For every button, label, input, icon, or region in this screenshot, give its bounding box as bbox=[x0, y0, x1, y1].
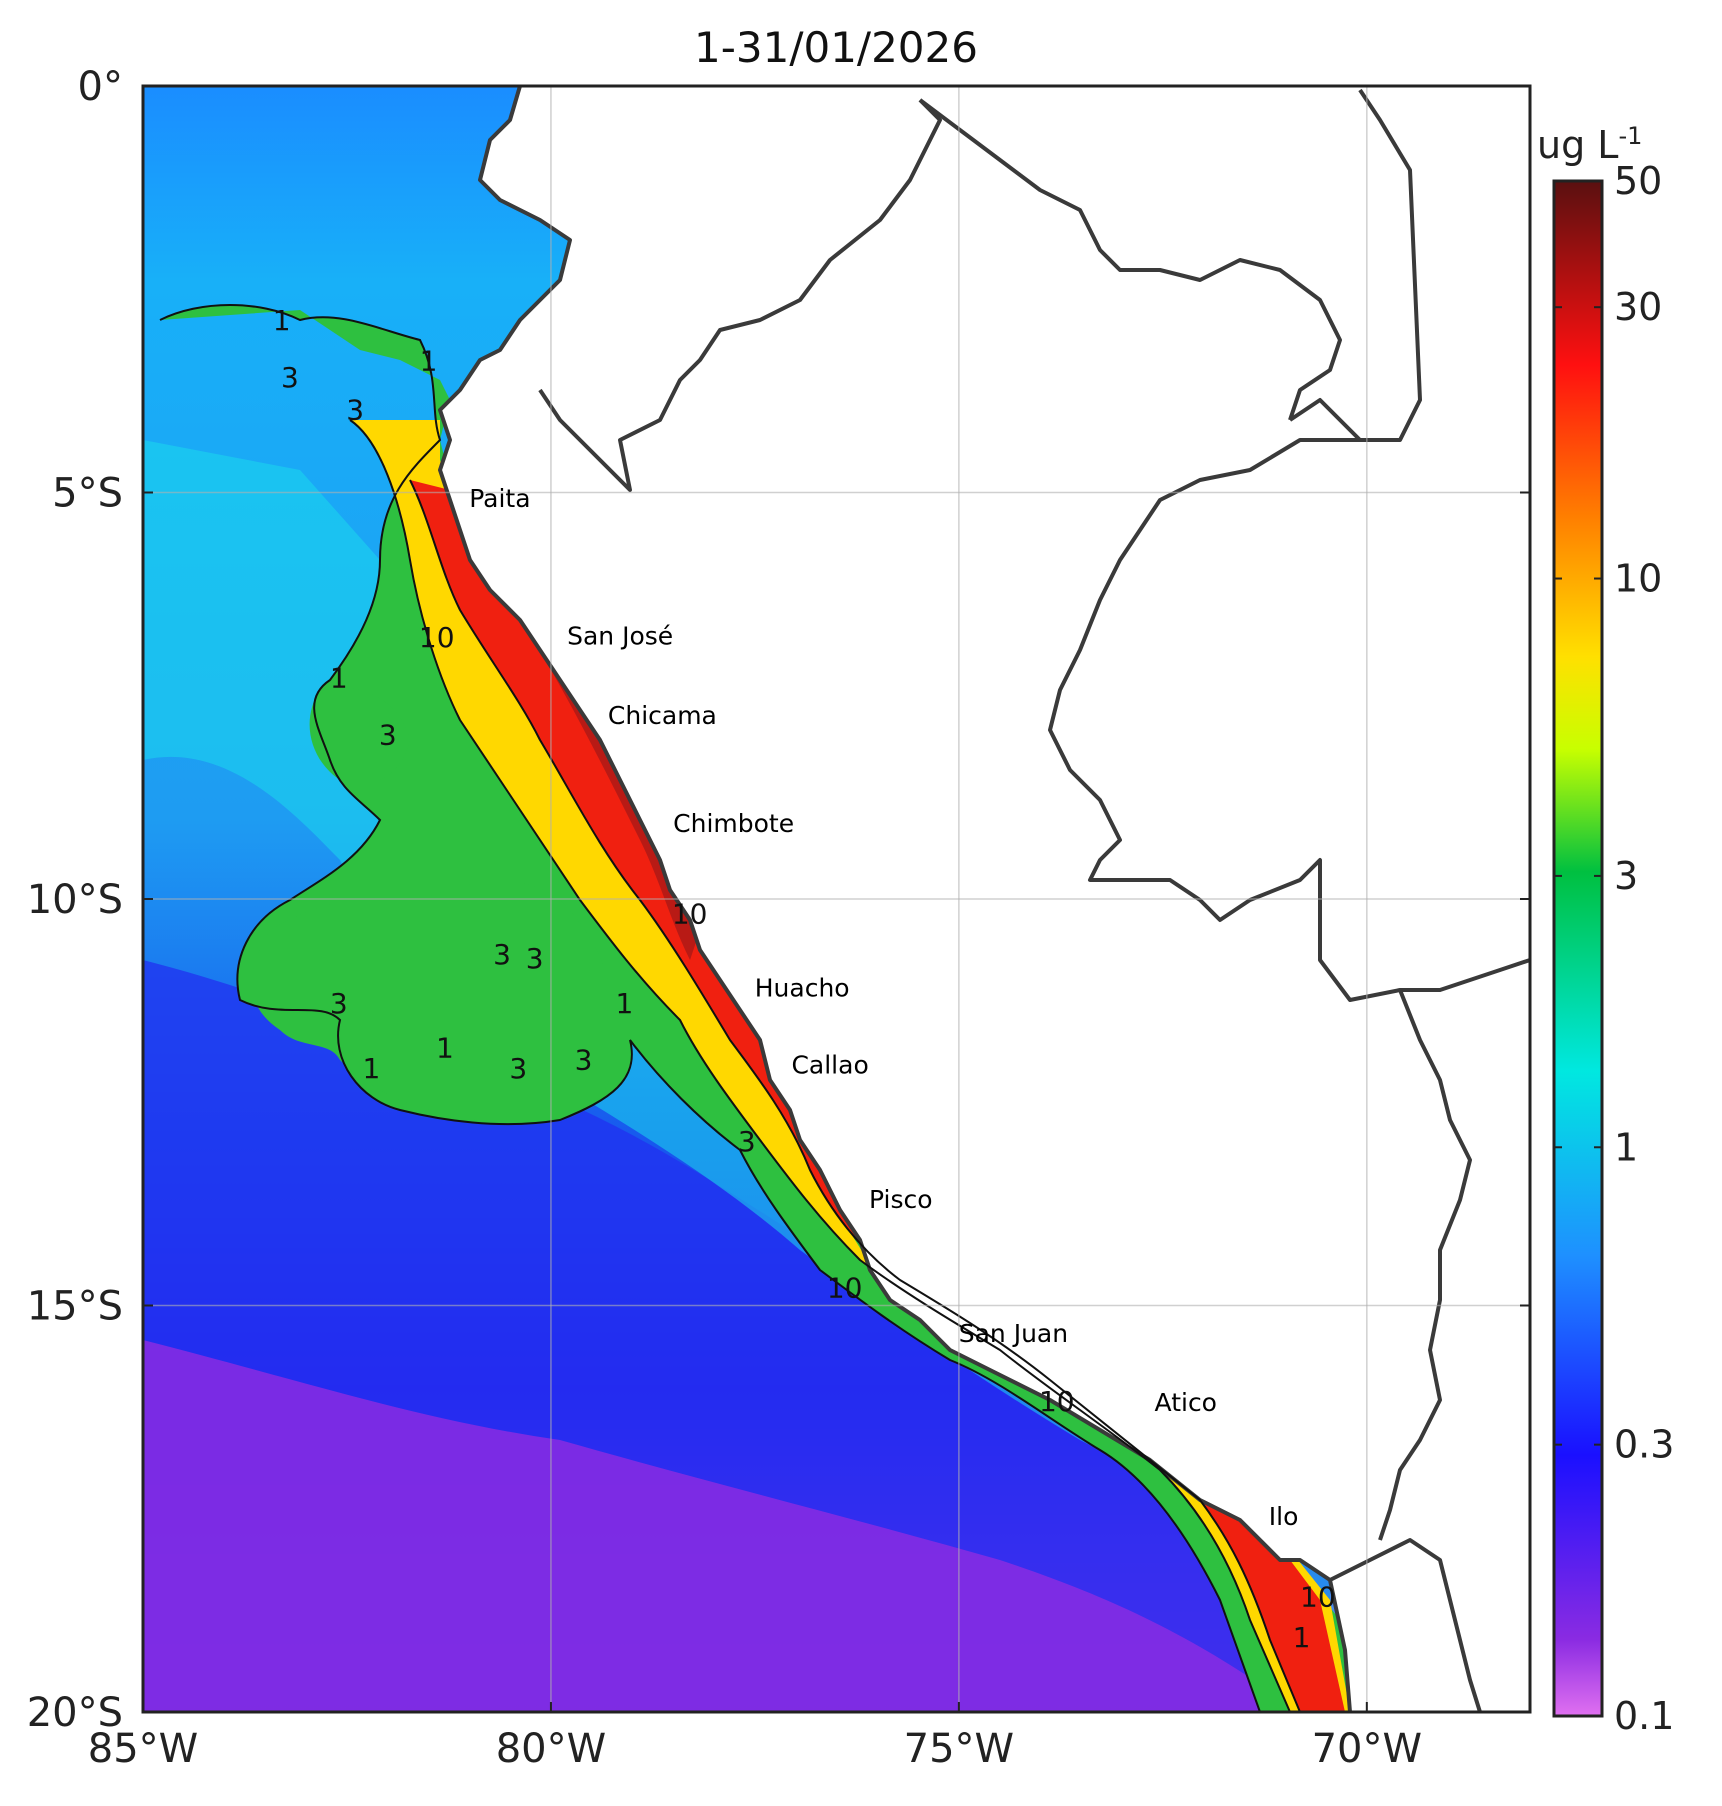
border-ecuador-peru bbox=[538, 98, 942, 492]
colorbar-tick-label-2: 10 bbox=[1614, 557, 1662, 601]
lat-tick-label-4: 20°S bbox=[27, 1690, 123, 1736]
contour-label-15: 3 bbox=[575, 1044, 593, 1077]
city-label-chimbote: Chimbote bbox=[673, 809, 794, 838]
contour-label-14: 3 bbox=[509, 1052, 527, 1085]
map-title: 1-31/01/2026 bbox=[694, 23, 978, 72]
city-labels: Paita San José Chicama Chimbote Huacho Callao… bbox=[469, 484, 1298, 1531]
city-label-san-jos-: San José bbox=[567, 621, 673, 650]
colorbar-tick-label-0: 50 bbox=[1614, 159, 1662, 203]
contour-label-2: 3 bbox=[281, 361, 299, 394]
contour-label-16: 3 bbox=[738, 1125, 756, 1158]
chl-darkred-core bbox=[520, 610, 700, 960]
lon-tick-label-0: 85°W bbox=[88, 1726, 198, 1772]
ocean-purple-zone bbox=[143, 1340, 1300, 1712]
border-peru-bolivia bbox=[1378, 989, 1472, 1541]
contour-label-0: 1 bbox=[273, 304, 291, 337]
city-label-pisco: Pisco bbox=[869, 1185, 933, 1214]
contour-label-18: 10 bbox=[1039, 1385, 1075, 1418]
city-label-san-juan: San Juan bbox=[959, 1319, 1068, 1348]
lat-tick-label-0: 0° bbox=[78, 64, 123, 110]
axis-ticks: 85°W 80°W 75°W 70°W 0° 5°S 10°S 15°S 20°S bbox=[27, 64, 1530, 1772]
contour-label-17: 10 bbox=[827, 1271, 863, 1304]
colorbar-ticks: 50 30 10 3 1 0.3 0.1 bbox=[1554, 159, 1674, 1738]
contour-label-5: 1 bbox=[330, 662, 348, 695]
lat-tick-label-1: 5°S bbox=[52, 471, 123, 517]
colorbar-tick-label-5: 0.3 bbox=[1614, 1423, 1674, 1467]
contour-1 bbox=[159, 304, 1261, 1713]
contour-3 bbox=[349, 419, 1291, 1713]
city-label-paita: Paita bbox=[469, 484, 530, 513]
border-peru-chile bbox=[1329, 1538, 1482, 1713]
contour-label-3: 3 bbox=[346, 393, 364, 426]
contour-label-13: 1 bbox=[363, 1052, 381, 1085]
chl-offshore-blob-2 bbox=[309, 687, 410, 784]
city-label-ilo: Ilo bbox=[1269, 1502, 1299, 1531]
border-peru-brazil-east bbox=[1048, 438, 1531, 1002]
lon-tick-label-1: 80°W bbox=[496, 1726, 606, 1772]
contour-label-20: 1 bbox=[1293, 1621, 1311, 1654]
colorbar-tick-label-3: 3 bbox=[1614, 854, 1638, 898]
country-borders bbox=[438, 85, 1531, 1713]
colorbar-unit: ug L-1 bbox=[1537, 122, 1642, 167]
city-label-atico: Atico bbox=[1155, 1388, 1217, 1417]
coastline bbox=[438, 85, 1352, 1713]
colorbar: ug L-1 50 30 10 3 1 0.3 0.1 bbox=[1537, 122, 1674, 1738]
lon-tick-label-2: 75°W bbox=[904, 1726, 1014, 1772]
contour-label-7: 10 bbox=[672, 897, 708, 930]
contour-label-9: 3 bbox=[526, 942, 544, 975]
contour-label-8: 3 bbox=[493, 938, 511, 971]
border-peru-colombia bbox=[918, 98, 1342, 421]
border-peru-brazil bbox=[1288, 88, 1422, 442]
contour-label-6: 3 bbox=[379, 719, 397, 752]
contour-label-11: 3 bbox=[330, 987, 348, 1020]
contour-10 bbox=[409, 479, 1301, 1713]
city-label-callao: Callao bbox=[791, 1051, 868, 1080]
lat-tick-label-3: 15°S bbox=[27, 1284, 123, 1330]
colorbar-unit-exponent: -1 bbox=[1618, 122, 1642, 150]
colorbar-bar bbox=[1552, 179, 1604, 1718]
contour-label-1: 1 bbox=[420, 345, 438, 378]
contour-label-4: 10 bbox=[419, 621, 455, 654]
colorbar-tick-label-1: 30 bbox=[1614, 285, 1662, 329]
contour-label-12: 1 bbox=[436, 1032, 454, 1065]
lat-tick-label-2: 10°S bbox=[27, 877, 123, 923]
city-label-huacho: Huacho bbox=[755, 973, 850, 1002]
city-label-chicama: Chicama bbox=[608, 701, 717, 730]
colorbar-tick-label-6: 0.1 bbox=[1614, 1694, 1674, 1738]
colorbar-tick-label-4: 1 bbox=[1614, 1125, 1638, 1169]
lon-tick-label-3: 70°W bbox=[1312, 1726, 1422, 1772]
contour-lines bbox=[159, 304, 1301, 1713]
contour-label-10: 1 bbox=[615, 987, 633, 1020]
contour-label-19: 10 bbox=[1300, 1580, 1336, 1613]
chl-offshore-blob-1 bbox=[251, 881, 613, 1125]
